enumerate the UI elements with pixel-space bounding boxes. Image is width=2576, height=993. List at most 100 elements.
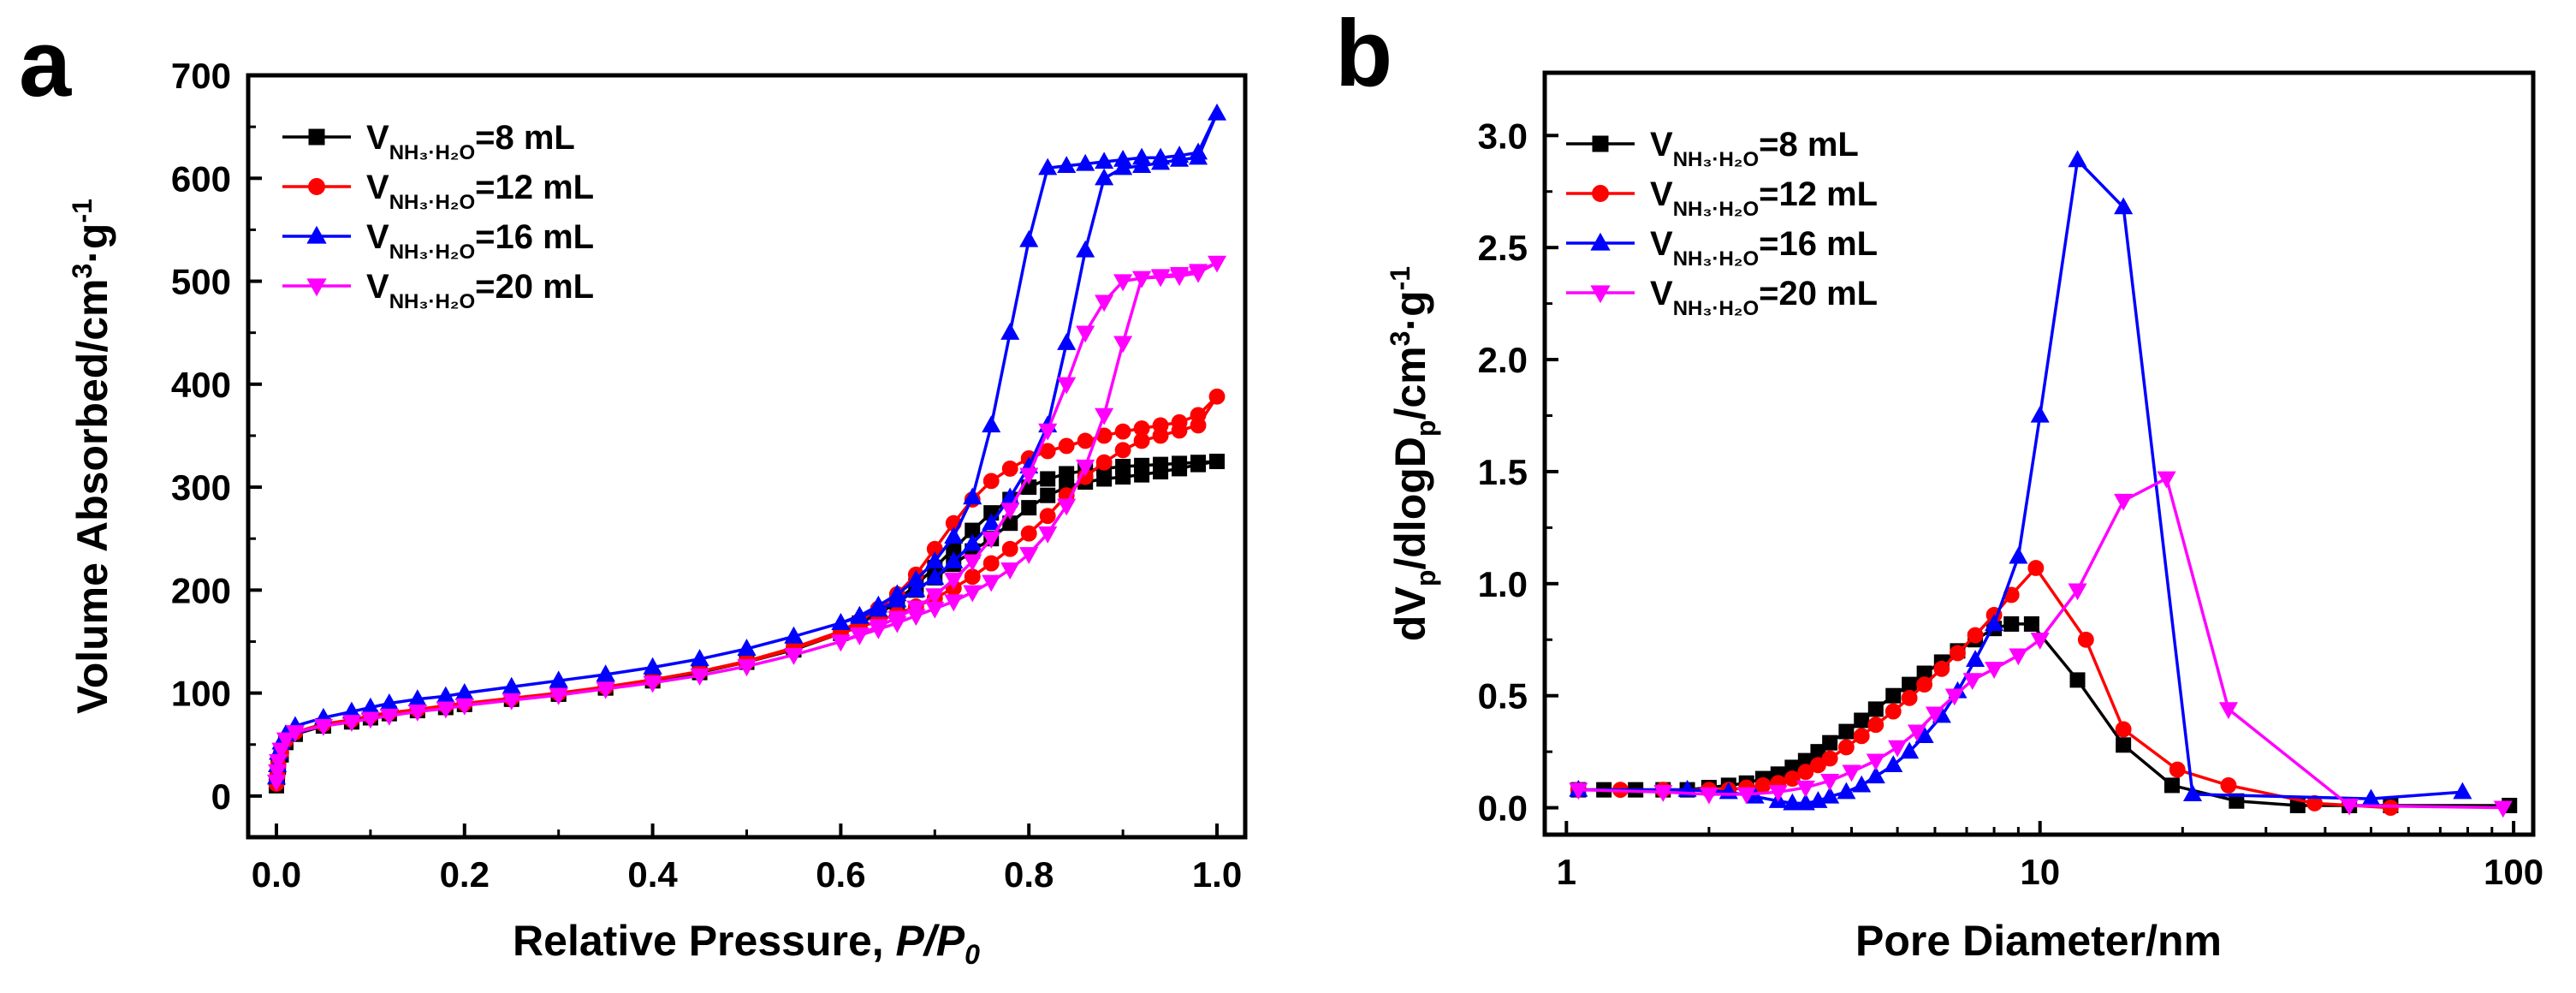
- panel-b-plot-frame: [1542, 70, 2536, 837]
- data-point: [906, 609, 926, 627]
- data-point: [944, 594, 964, 612]
- series-20-mL: [1569, 471, 2513, 818]
- data-point: [2453, 782, 2472, 800]
- data-point: [1133, 432, 1150, 449]
- data-point: [690, 649, 709, 667]
- data-point: [2068, 150, 2087, 168]
- data-point: [1768, 785, 1788, 802]
- series-12-mL: [1570, 560, 2399, 817]
- legend-entry: VNH₃·H₂O=20 mL: [1566, 275, 1878, 320]
- data-point: [1019, 467, 1039, 485]
- y-tick-label: 2.0: [1478, 340, 1528, 380]
- x-tick-label: 1.0: [1192, 854, 1242, 895]
- data-point: [1866, 753, 1885, 771]
- data-point: [1950, 645, 1966, 662]
- panel-b-y-axis-title: dVp/dlogDp/cm3·g-1: [1385, 266, 1441, 641]
- data-point: [1170, 269, 1190, 287]
- data-point: [1113, 274, 1133, 292]
- data-point: [1888, 740, 1908, 758]
- data-point: [2009, 546, 2028, 564]
- legend-marker: [1590, 232, 1611, 251]
- data-point: [1132, 271, 1152, 288]
- data-point: [341, 715, 361, 732]
- legend-marker: [308, 128, 325, 146]
- data-point: [1209, 454, 1226, 470]
- data-point: [1797, 764, 1814, 781]
- data-point: [2114, 493, 2134, 511]
- data-point: [2068, 583, 2087, 601]
- data-point: [1021, 500, 1037, 516]
- panel-a-label: a: [19, 11, 72, 116]
- data-point: [1057, 498, 1077, 516]
- x-tick-label: 0.4: [627, 854, 678, 895]
- panel-a-y-axis-title: Volume Absorbed/cm3·g-1: [67, 199, 116, 714]
- data-point: [1885, 703, 1902, 720]
- data-point: [1821, 750, 1838, 767]
- data-point: [1038, 158, 1058, 175]
- data-point: [1837, 782, 1856, 800]
- data-point: [1820, 774, 1840, 791]
- data-point: [1985, 662, 2004, 679]
- data-point: [276, 732, 296, 750]
- data-point: [643, 657, 662, 675]
- data-point: [596, 681, 615, 699]
- data-point: [1151, 270, 1171, 288]
- y-tick-label: 1.0: [1478, 564, 1528, 604]
- legend-entry: VNH₃·H₂O=20 mL: [282, 268, 594, 313]
- data-point: [887, 615, 907, 633]
- data-point: [850, 606, 870, 624]
- data-point: [1207, 255, 1227, 273]
- data-point: [1095, 407, 1114, 425]
- data-point: [1901, 689, 1918, 706]
- data-point: [737, 639, 757, 657]
- data-point: [1916, 676, 1933, 693]
- data-point: [2116, 737, 2132, 753]
- y-tick-label: 700: [171, 56, 231, 96]
- data-point: [1172, 461, 1188, 477]
- data-point: [887, 590, 907, 608]
- data-point: [982, 574, 1001, 592]
- data-point: [1057, 377, 1077, 395]
- data-point: [1077, 432, 1094, 449]
- legend-marker: [1590, 285, 1611, 304]
- data-point: [963, 487, 982, 505]
- data-point: [1076, 240, 1095, 258]
- data-point: [784, 647, 804, 665]
- panel-a-plot-frame: [246, 73, 1248, 840]
- data-point: [831, 634, 851, 652]
- legend-marker: [306, 225, 327, 244]
- x-tick-label: 100: [2484, 852, 2543, 892]
- data-point: [906, 580, 926, 598]
- data-point: [1653, 785, 1673, 802]
- data-point: [1808, 791, 1828, 808]
- data-point: [737, 659, 757, 677]
- data-point: [1170, 149, 1190, 167]
- data-point: [1001, 461, 1018, 477]
- data-point: [549, 687, 568, 705]
- data-point: [1019, 547, 1039, 564]
- legend-entry: VNH₃·H₂O=16 mL: [1566, 225, 1878, 271]
- data-point: [2382, 800, 2399, 817]
- panel-a-chart: a 0.0 0.2 0.4 0.6 0.8 1.0 0 100 200 300 400 500 600 7…: [19, 11, 1248, 970]
- data-point: [1000, 323, 1020, 340]
- data-point: [2182, 784, 2203, 802]
- panel-a-x-axis-title: Relative Pressure, P/P0: [513, 917, 980, 970]
- data-point: [1188, 147, 1208, 165]
- data-point: [869, 599, 888, 617]
- data-point: [1114, 423, 1131, 440]
- panel-b-x-axis-title: Pore Diameter/nm: [1855, 917, 2222, 965]
- legend-label: VNH₃·H₂O=16 mL: [366, 218, 594, 264]
- data-point: [1884, 755, 1903, 773]
- data-point: [596, 664, 615, 682]
- x-tick-label: 0.8: [1004, 854, 1054, 895]
- data-point: [1057, 333, 1077, 350]
- data-point: [1151, 152, 1171, 170]
- data-point: [2218, 702, 2238, 720]
- data-point: [1820, 786, 1840, 804]
- panel-a-tick-labels: 0.0 0.2 0.4 0.6 0.8 1.0 0 100 200 300 400 500 600 700: [171, 56, 1242, 895]
- data-point: [1854, 712, 1870, 728]
- y-tick-label: 0.5: [1478, 676, 1528, 717]
- series-12-mL: [268, 388, 1226, 792]
- data-point: [925, 601, 945, 619]
